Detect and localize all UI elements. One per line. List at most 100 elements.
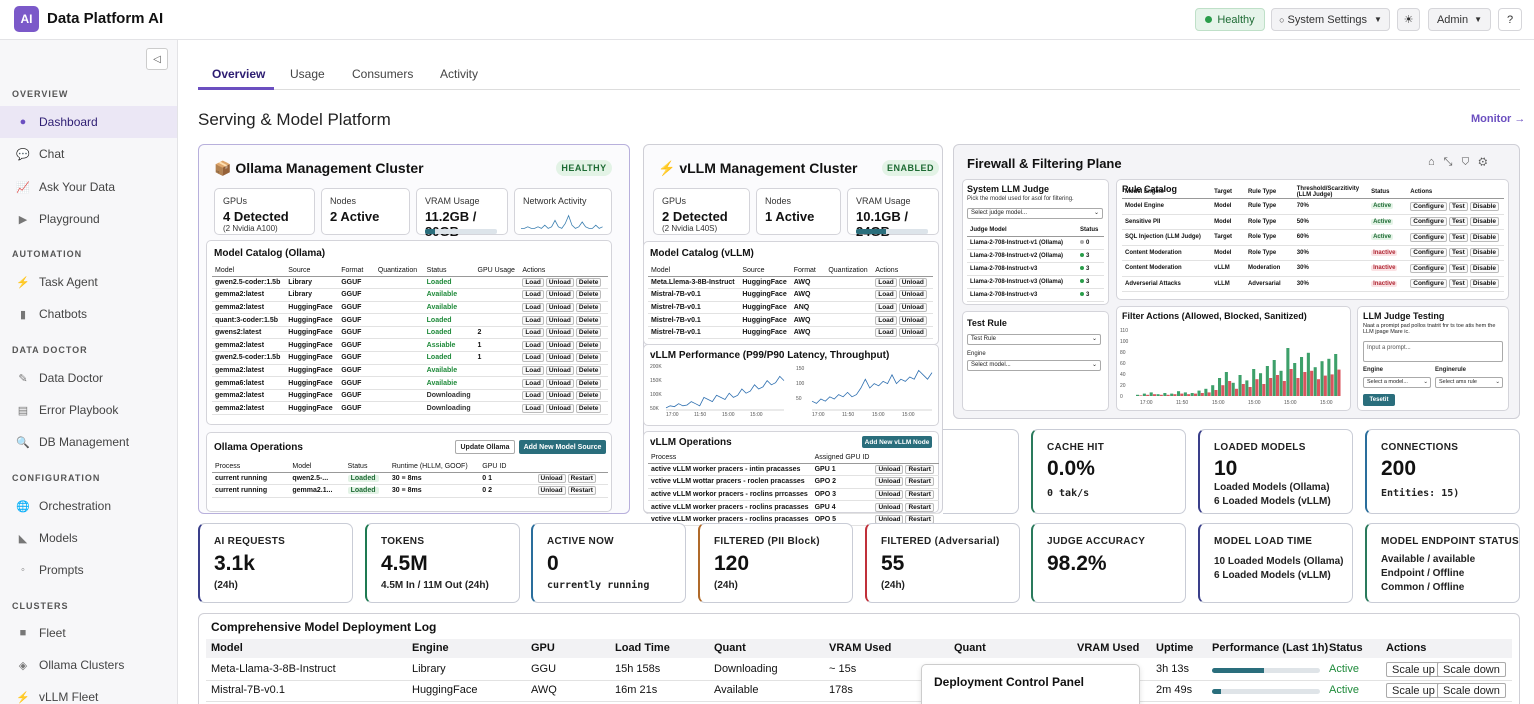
delete-button[interactable]: Delete <box>575 340 602 350</box>
unload-button[interactable]: Unload <box>545 302 574 312</box>
unload-button[interactable]: Unload <box>545 391 574 401</box>
sidebar-item-data-doctor[interactable]: ✎ Data Doctor <box>0 362 177 394</box>
unload-button[interactable]: Unload <box>537 486 566 496</box>
delete-button[interactable]: Delete <box>575 290 602 300</box>
configure-button[interactable]: Configure <box>1410 279 1447 289</box>
unload-button[interactable]: Unload <box>898 277 927 287</box>
sidebar-item-playground[interactable]: ▶ Playground <box>0 203 177 235</box>
load-button[interactable]: Load <box>875 277 897 287</box>
load-button[interactable]: Load <box>522 403 544 413</box>
load-button[interactable]: Load <box>875 315 897 325</box>
disable-button[interactable]: Disable <box>1469 232 1499 242</box>
unload-button[interactable]: Unload <box>545 365 574 375</box>
sidebar-item-ask-your-data[interactable]: 📈 Ask Your Data <box>0 171 177 203</box>
sidebar-item-chatbots[interactable]: ▮ Chatbots <box>0 298 177 330</box>
delete-button[interactable]: Delete <box>575 391 602 401</box>
monitor-link[interactable]: Monitor → <box>1471 113 1526 125</box>
unload-button[interactable]: Unload <box>875 489 904 499</box>
app-logo[interactable]: AI <box>14 6 39 32</box>
sidebar-item-orchestration[interactable]: 🌐 Orchestration <box>0 490 177 522</box>
unload-button[interactable]: Unload <box>875 502 904 512</box>
sidebar-item-ollama-clusters[interactable]: ◈ Ollama Clusters <box>0 649 177 681</box>
unload-button[interactable]: Unload <box>545 378 574 388</box>
sun-icon[interactable]: ☀ <box>1397 8 1420 31</box>
unload-button[interactable]: Unload <box>545 290 574 300</box>
collapse-sidebar-icon[interactable]: ◁ <box>146 48 168 70</box>
test-button[interactable]: Test <box>1448 248 1468 258</box>
gear-icon[interactable]: ⚙ <box>1478 156 1497 168</box>
sidebar-item-task-agent[interactable]: ⚡ Task Agent <box>0 266 177 298</box>
tab-overview[interactable]: Overview <box>212 67 266 81</box>
health-status-button[interactable]: Healthy <box>1195 8 1265 31</box>
judge-model-select[interactable]: Select judge model... ⌄ <box>967 208 1103 219</box>
load-button[interactable]: Load <box>875 302 897 312</box>
configure-button[interactable]: Configure <box>1410 217 1447 227</box>
configure-button[interactable]: Configure <box>1410 232 1447 242</box>
sidebar-item-fleet[interactable]: ■ Fleet <box>0 617 177 649</box>
test-button[interactable]: Test <box>1448 263 1468 273</box>
configure-button[interactable]: Configure <box>1410 248 1447 258</box>
restart-button[interactable]: Restart <box>567 473 596 483</box>
delete-button[interactable]: Delete <box>575 403 602 413</box>
disable-button[interactable]: Disable <box>1469 263 1499 273</box>
sidebar-item-models[interactable]: ◣ Models <box>0 522 177 554</box>
unload-button[interactable]: Unload <box>898 315 927 325</box>
update-ollama-button[interactable]: Update Ollama <box>455 440 515 454</box>
test-button[interactable]: Test <box>1448 217 1468 227</box>
judge-engine-select[interactable]: Select a model... ⌄ <box>1363 377 1431 388</box>
restart-button[interactable]: Restart <box>567 486 596 496</box>
load-button[interactable]: Load <box>522 277 544 287</box>
expand-icon[interactable]: ⤡ <box>1443 156 1462 168</box>
restart-button[interactable]: Restart <box>905 477 934 487</box>
unload-button[interactable]: Unload <box>545 328 574 338</box>
engine-select[interactable]: Select model... ⌄ <box>967 360 1101 371</box>
delete-button[interactable]: Delete <box>575 315 602 325</box>
delete-button[interactable]: Delete <box>575 328 602 338</box>
delete-button[interactable]: Delete <box>575 365 602 375</box>
unload-button[interactable]: Unload <box>898 302 927 312</box>
disable-button[interactable]: Disable <box>1469 248 1499 258</box>
sidebar-item-db-management[interactable]: 🔍 DB Management <box>0 426 177 458</box>
load-button[interactable]: Load <box>522 353 544 363</box>
load-button[interactable]: Load <box>522 302 544 312</box>
delete-button[interactable]: Delete <box>575 353 602 363</box>
sidebar-item-error-playbook[interactable]: ▤ Error Playbook <box>0 394 177 426</box>
load-button[interactable]: Load <box>522 391 544 401</box>
load-button[interactable]: Load <box>522 315 544 325</box>
disable-button[interactable]: Disable <box>1469 217 1499 227</box>
add-vllm-node-button[interactable]: Add New vLLM Node <box>862 436 932 448</box>
unload-button[interactable]: Unload <box>537 473 566 483</box>
tab-activity[interactable]: Activity <box>440 67 479 81</box>
shield-icon[interactable]: ⛉ <box>1461 156 1479 168</box>
disable-button[interactable]: Disable <box>1469 201 1499 211</box>
unload-button[interactable]: Unload <box>545 315 574 325</box>
test-button[interactable]: Test <box>1448 279 1468 289</box>
test-button[interactable]: Test <box>1448 232 1468 242</box>
unload-button[interactable]: Unload <box>545 353 574 363</box>
configure-button[interactable]: Configure <box>1410 263 1447 273</box>
load-button[interactable]: Load <box>522 365 544 375</box>
unload-button[interactable]: Unload <box>545 340 574 350</box>
load-button[interactable]: Load <box>875 290 897 300</box>
scale-down-button[interactable]: Scale down <box>1437 683 1506 698</box>
load-button[interactable]: Load <box>522 378 544 388</box>
load-button[interactable]: Load <box>522 328 544 338</box>
help-button[interactable]: ? <box>1498 8 1522 31</box>
restart-button[interactable]: Restart <box>905 489 934 499</box>
unload-button[interactable]: Unload <box>875 464 904 474</box>
load-button[interactable]: Load <box>875 328 897 338</box>
restart-button[interactable]: Restart <box>905 502 934 512</box>
disable-button[interactable]: Disable <box>1469 279 1499 289</box>
scale-up-button[interactable]: Scale up <box>1386 662 1441 677</box>
enginerule-select[interactable]: Select ams rule ⌄ <box>1435 377 1503 388</box>
test-judge-button[interactable]: Tesetit <box>1363 394 1395 406</box>
unload-button[interactable]: Unload <box>875 477 904 487</box>
test-rule-select[interactable]: Test Rule ⌄ <box>967 334 1101 345</box>
load-button[interactable]: Load <box>522 290 544 300</box>
sidebar-item-dashboard[interactable]: ● Dashboard <box>0 106 177 138</box>
tab-usage[interactable]: Usage <box>290 67 325 81</box>
delete-button[interactable]: Delete <box>575 302 602 312</box>
add-model-source-button[interactable]: Add New Model Source <box>519 440 606 454</box>
test-button[interactable]: Test <box>1448 201 1468 211</box>
load-button[interactable]: Load <box>522 340 544 350</box>
